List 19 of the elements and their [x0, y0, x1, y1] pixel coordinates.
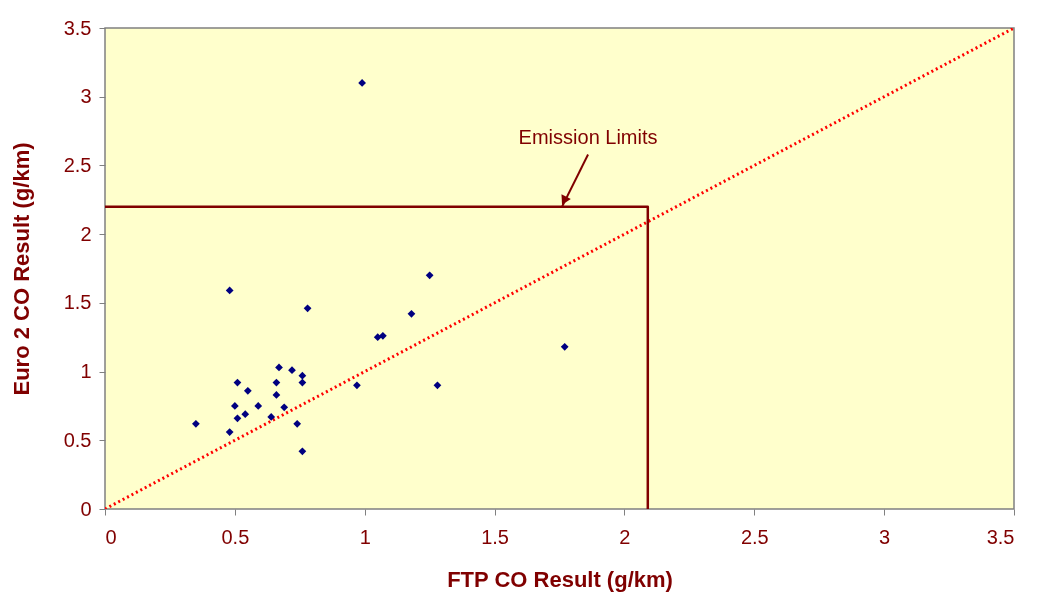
y-tick-label: 3.5 [63, 16, 92, 39]
y-tick-label: 2.5 [63, 153, 92, 176]
y-tick-label: 0.5 [63, 428, 92, 451]
x-tick-label: 2.5 [740, 525, 769, 548]
x-tick-label: 1.5 [481, 525, 509, 548]
y-tick-label: 1.5 [63, 291, 92, 314]
x-tick-label: 1 [359, 525, 371, 548]
y-tick-label: 2 [80, 222, 92, 245]
x-tick-label: 2 [619, 525, 631, 548]
y-axis-title: Euro 2 CO Result (g/km) [8, 142, 34, 396]
x-tick-label: 3 [879, 525, 891, 548]
y-tick-label: 1 [80, 360, 92, 383]
y-tick-label: 3 [80, 85, 92, 108]
x-tick-label: 3.5 [986, 525, 1015, 548]
x-axis-title: FTP CO Result (g/km) [447, 566, 673, 592]
x-tick-label: 0 [105, 525, 117, 548]
x-tick-label: 0.5 [221, 525, 250, 548]
annotation: Emission Limits [518, 126, 658, 149]
y-tick-label: 0 [80, 497, 92, 520]
